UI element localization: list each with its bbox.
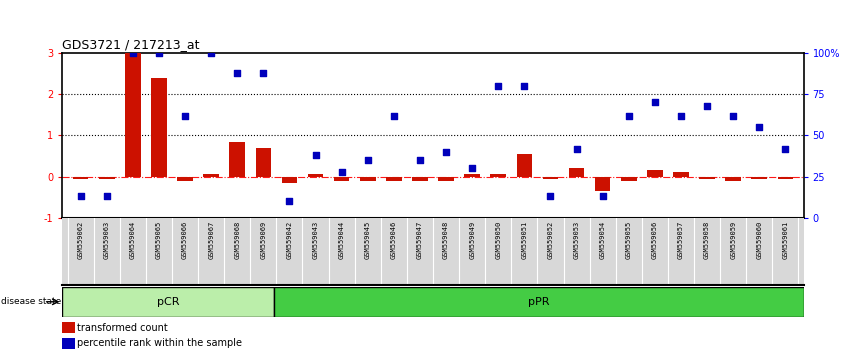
Bar (229, 142, 245, 177)
Text: percentile rank within the sample: percentile rank within the sample (77, 338, 242, 348)
Point (779, 146, 792, 152)
Point (465, 166, 479, 171)
Point (100, 194, 113, 199)
Bar (151, 78, 167, 177)
Text: GSM559049: GSM559049 (469, 221, 475, 259)
Bar (62, 338, 75, 349)
Bar (543, 177, 559, 179)
FancyBboxPatch shape (275, 287, 804, 317)
Point (230, 70, 244, 76)
Bar (752, 177, 767, 179)
Text: GSM559055: GSM559055 (626, 221, 632, 259)
Point (74, 194, 87, 199)
Bar (778, 177, 793, 179)
Bar (647, 170, 662, 177)
Text: GSM559054: GSM559054 (599, 221, 605, 259)
Point (152, 50, 166, 56)
Point (413, 157, 427, 163)
Text: GSM559059: GSM559059 (730, 221, 736, 259)
Text: GSM559045: GSM559045 (365, 221, 371, 259)
Point (439, 149, 453, 155)
Text: GSM559062: GSM559062 (78, 221, 84, 259)
Bar (125, 53, 140, 177)
Point (178, 113, 192, 119)
Text: GDS3721 / 217213_at: GDS3721 / 217213_at (62, 38, 200, 51)
Text: GSM559066: GSM559066 (182, 221, 188, 259)
Point (727, 113, 740, 119)
Text: pCR: pCR (157, 297, 179, 307)
Point (387, 113, 401, 119)
Text: GSM559043: GSM559043 (313, 221, 319, 259)
Text: GSM559064: GSM559064 (130, 221, 136, 259)
Bar (360, 177, 376, 181)
Bar (699, 177, 715, 179)
Bar (281, 177, 297, 183)
Bar (673, 172, 688, 177)
Text: GSM559048: GSM559048 (443, 221, 449, 259)
Bar (569, 169, 585, 177)
Point (596, 194, 610, 199)
Text: GSM559067: GSM559067 (208, 221, 214, 259)
Point (361, 157, 375, 163)
Text: pPR: pPR (528, 297, 550, 307)
Point (491, 83, 505, 89)
Text: GSM559053: GSM559053 (573, 221, 579, 259)
Text: disease state: disease state (1, 297, 61, 306)
Text: GSM559057: GSM559057 (678, 221, 684, 259)
Bar (333, 177, 350, 182)
Bar (516, 154, 533, 177)
Text: GSM559058: GSM559058 (704, 221, 710, 259)
Bar (62, 322, 75, 333)
Text: GSM559047: GSM559047 (417, 221, 423, 259)
Point (622, 113, 636, 119)
Bar (464, 174, 480, 177)
Bar (438, 177, 454, 182)
Point (517, 83, 531, 89)
Bar (726, 177, 741, 181)
Text: GSM559056: GSM559056 (652, 221, 658, 259)
Bar (178, 177, 193, 181)
Text: GSM559068: GSM559068 (234, 221, 240, 259)
Point (335, 169, 349, 175)
Text: GSM559050: GSM559050 (495, 221, 501, 259)
Bar (412, 177, 428, 181)
Bar (621, 177, 637, 181)
Point (753, 124, 766, 130)
Text: GSM559052: GSM559052 (547, 221, 553, 259)
Point (256, 70, 270, 76)
Text: transformed count: transformed count (77, 322, 168, 332)
Bar (73, 177, 88, 179)
Text: GSM559061: GSM559061 (782, 221, 788, 259)
Bar (99, 177, 114, 179)
Point (308, 152, 322, 158)
Point (648, 100, 662, 105)
Point (126, 50, 139, 56)
Point (204, 50, 218, 56)
Bar (595, 177, 611, 191)
Point (570, 146, 584, 152)
Bar (490, 174, 506, 177)
Text: GSM559044: GSM559044 (339, 221, 345, 259)
Bar (307, 174, 323, 177)
Text: GSM559042: GSM559042 (287, 221, 293, 259)
Bar (204, 174, 219, 177)
Point (282, 198, 296, 204)
Point (544, 194, 558, 199)
Text: GSM559051: GSM559051 (521, 221, 527, 259)
Point (674, 113, 688, 119)
Text: GSM559046: GSM559046 (391, 221, 397, 259)
Bar (255, 148, 271, 177)
FancyBboxPatch shape (62, 287, 275, 317)
Text: GSM559065: GSM559065 (156, 221, 162, 259)
Bar (386, 177, 402, 182)
Point (700, 103, 714, 109)
Text: GSM559069: GSM559069 (261, 221, 267, 259)
Text: GSM559060: GSM559060 (756, 221, 762, 259)
Text: GSM559063: GSM559063 (104, 221, 110, 259)
